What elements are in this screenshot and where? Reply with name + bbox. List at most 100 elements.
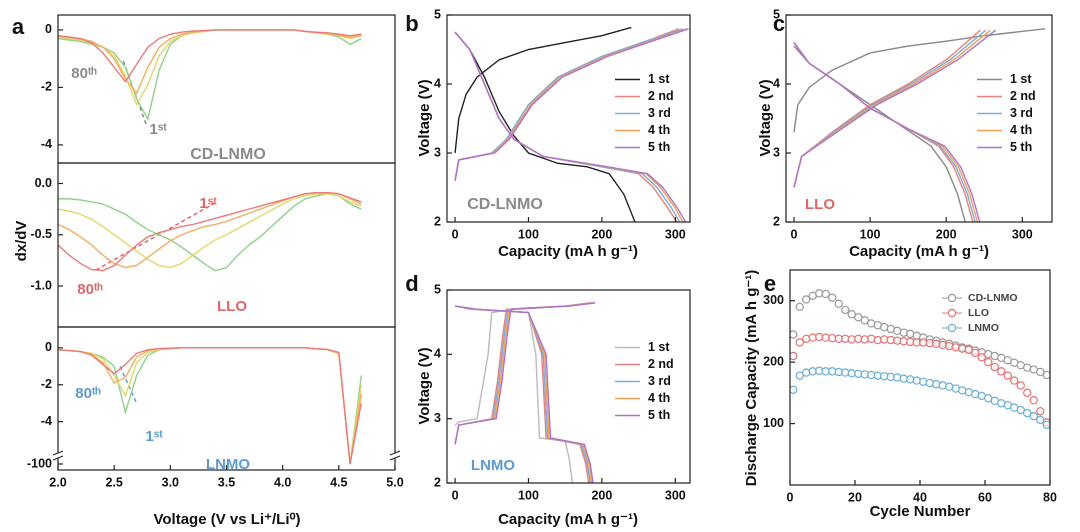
plot-area xyxy=(790,289,1050,429)
point xyxy=(795,338,804,347)
curve xyxy=(454,28,680,181)
y-axis-label: Voltage (V) xyxy=(416,347,433,424)
curve xyxy=(793,42,981,222)
curve xyxy=(454,31,678,222)
x-tick-label: 0 xyxy=(791,227,798,241)
point xyxy=(1023,408,1032,418)
x-tick-label: 0 xyxy=(787,490,794,504)
curve xyxy=(454,28,689,181)
x-tick-label: 0 xyxy=(452,488,459,502)
y-tick-label: 5 xyxy=(434,282,441,296)
y-tick-label: 0 xyxy=(45,340,52,354)
curve xyxy=(58,29,362,83)
x-tick-label: 3.0 xyxy=(162,475,179,489)
y-tick-label: 5 xyxy=(434,7,441,21)
legend-label: 3 rd xyxy=(1010,106,1033,120)
x-tick-label: 200 xyxy=(936,227,957,241)
plot-area xyxy=(454,26,689,222)
x-tick-label: 2.0 xyxy=(49,475,66,489)
arrow xyxy=(95,202,216,271)
curve xyxy=(58,347,362,465)
point xyxy=(1023,388,1032,398)
point xyxy=(802,295,811,304)
point xyxy=(990,362,999,372)
y-tick-label: 3 xyxy=(773,145,780,159)
y-tick-label: 100 xyxy=(763,416,784,430)
x-tick-label: 3.5 xyxy=(218,475,235,489)
y-tick-label: 3 xyxy=(434,411,441,425)
y-tick-label: 4 xyxy=(434,347,441,361)
legend-label: 2 nd xyxy=(648,357,674,371)
y-axis-label: Voltage (V) xyxy=(416,79,433,156)
legend-marker xyxy=(947,323,957,333)
y-tick-label: 0.0 xyxy=(35,176,52,190)
panel-letter: b xyxy=(405,11,418,36)
point xyxy=(1016,381,1025,390)
x-tick-label: 4.0 xyxy=(274,475,291,489)
point xyxy=(997,367,1006,376)
curve xyxy=(58,193,362,269)
curve xyxy=(58,29,362,107)
axis-break xyxy=(55,453,61,458)
curve xyxy=(454,28,687,181)
legend-label: 5 th xyxy=(1010,140,1032,154)
y-tick-label: 0 xyxy=(45,22,52,36)
annotation: 1ˢᵗ xyxy=(199,195,217,212)
curve xyxy=(454,31,681,222)
curve xyxy=(454,302,594,445)
point xyxy=(854,313,863,322)
point xyxy=(790,385,798,394)
curve xyxy=(454,28,683,181)
x-tick-label: 200 xyxy=(591,488,612,502)
y-tick-label: 200 xyxy=(763,354,784,368)
break-mark xyxy=(389,450,401,456)
x-axis-label: Cycle Number xyxy=(870,503,971,520)
legend-marker xyxy=(947,293,957,303)
break-mark xyxy=(52,450,64,456)
axis-break xyxy=(392,453,398,458)
x-tick-label: 300 xyxy=(665,488,686,502)
point xyxy=(1029,396,1038,405)
point xyxy=(795,371,804,380)
legend-label: CD-LNMO xyxy=(968,292,1018,304)
y-tick-label: -4 xyxy=(41,414,52,428)
curve xyxy=(454,305,594,483)
y-tick-label: 3 xyxy=(434,145,441,159)
point xyxy=(1042,420,1050,429)
y-tick-label: -1.0 xyxy=(30,278,52,292)
curve xyxy=(58,193,362,272)
curve xyxy=(58,29,362,121)
y-axis-label: dx/dV xyxy=(13,221,30,262)
annotation: LNMO xyxy=(206,456,250,473)
point xyxy=(790,330,798,339)
curve xyxy=(454,31,636,222)
annotation: LLO xyxy=(217,298,247,315)
y-tick-label: -100 xyxy=(27,456,52,470)
x-axis-label: Voltage (V vs Li⁺/Li⁰) xyxy=(153,511,300,528)
y-tick-label: 4 xyxy=(773,76,780,90)
x-tick-label: 100 xyxy=(860,227,881,241)
point xyxy=(971,348,980,358)
y-tick-label: 300 xyxy=(763,293,784,307)
plot-frame xyxy=(446,14,691,223)
point xyxy=(964,345,973,355)
plot-area xyxy=(793,28,1046,222)
legend-label: LLO xyxy=(968,307,989,319)
curve xyxy=(454,26,632,154)
y-tick-label: 4 xyxy=(434,76,441,90)
point xyxy=(847,310,856,319)
x-tick-label: 2.5 xyxy=(105,475,122,489)
curve xyxy=(454,302,591,445)
curve xyxy=(793,29,997,188)
curve xyxy=(58,192,362,272)
annotation: 1ˢᵗ xyxy=(149,121,167,138)
annotation: 1ˢᵗ xyxy=(145,428,163,445)
plot-area xyxy=(454,302,596,483)
annotation: CD-LNMO xyxy=(190,146,266,163)
x-tick-label: 5.0 xyxy=(386,475,403,489)
curve xyxy=(58,29,362,95)
legend-label: 3 rd xyxy=(648,106,671,120)
x-tick-label: 80 xyxy=(1043,490,1057,504)
x-tick-label: 300 xyxy=(1012,227,1033,241)
